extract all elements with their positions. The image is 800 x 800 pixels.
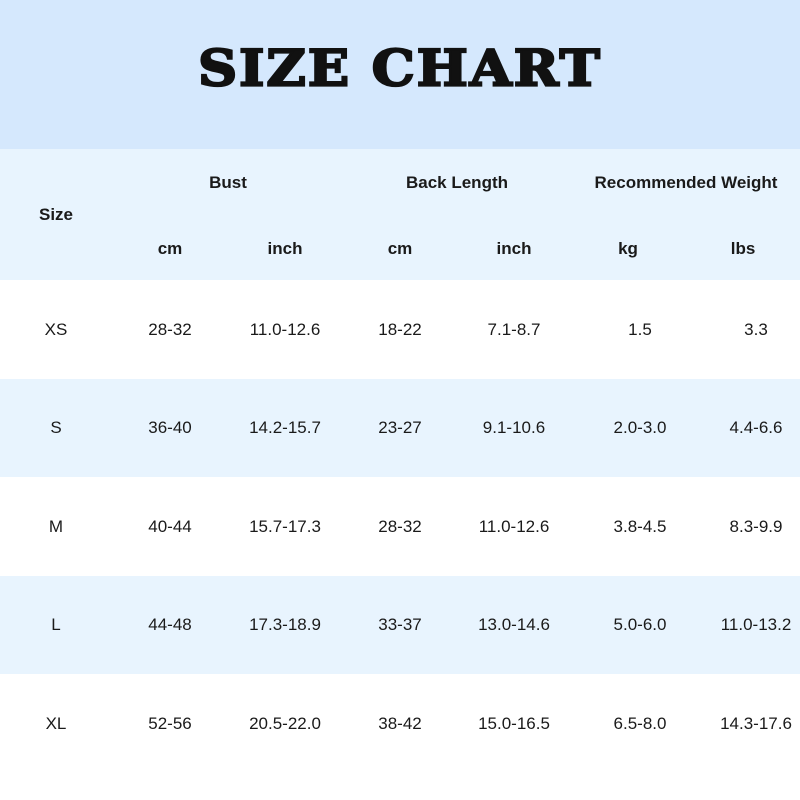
table-cell: 20.5-22.0	[249, 714, 321, 733]
page-title: SIZE CHART	[197, 37, 602, 98]
table-cell: 15.0-16.5	[478, 714, 550, 733]
table-cell: 11.0-13.2	[720, 615, 792, 634]
table-cell: 28-32	[378, 516, 422, 536]
table-row: L 44-48 17.3-18.9 33-37 13.0-14.6 5.0-6.0 11.0…	[0, 576, 800, 674]
table-cell: 3.8-4.5	[613, 516, 667, 536]
table-cell: 28-32	[148, 319, 192, 339]
title-banner: SIZE CHART	[0, 0, 800, 149]
table-cell: 33-37	[378, 615, 422, 634]
table-cell: 7.1-8.7	[487, 319, 541, 339]
header-recommended-weight: Recommended Weight	[594, 173, 778, 192]
table-cell: 17.3-18.9	[249, 615, 321, 634]
table-cell: 38-42	[378, 714, 422, 733]
header-unit: inch	[496, 239, 532, 258]
header-unit: cm	[387, 239, 413, 258]
size-label: M	[48, 516, 64, 536]
header-unit: inch	[267, 239, 303, 258]
header-back-length: Back Length	[405, 173, 509, 192]
table-header: Size Bust Back Length Recommended Weight…	[0, 149, 800, 280]
table-cell: 14.2-15.7	[249, 418, 321, 437]
table-cell: 8.3-9.9	[729, 516, 783, 536]
size-label: S	[50, 418, 62, 437]
table-row: XL 52-56 20.5-22.0 38-42 15.0-16.5 6.5-8.0 14.…	[0, 674, 800, 774]
size-label: XL	[45, 714, 67, 733]
table-cell: 2.0-3.0	[613, 418, 667, 437]
table-row: XS 28-32 11.0-12.6 18-22 7.1-8.7 1.5 3.3	[0, 280, 800, 379]
table-cell: 5.0-6.0	[613, 615, 667, 634]
table-cell: 11.0-12.6	[478, 516, 550, 536]
table-cell: 6.5-8.0	[613, 714, 667, 733]
header-unit: kg	[618, 239, 638, 258]
table-cell: 11.0-12.6	[249, 319, 321, 339]
size-label: XS	[44, 319, 68, 339]
table-cell: 44-48	[148, 615, 192, 634]
table-cell: 1.5	[628, 319, 652, 339]
header-unit: lbs	[730, 239, 756, 258]
table-cell: 23-27	[378, 418, 422, 437]
table-cell: 13.0-14.6	[478, 615, 550, 634]
table-cell: 14.3-17.6	[720, 714, 792, 733]
size-label: L	[51, 615, 61, 634]
table-cell: 3.3	[744, 319, 768, 339]
table-cell: 52-56	[148, 714, 192, 733]
table-cell: 40-44	[148, 516, 192, 536]
header-size: Size	[38, 205, 74, 224]
header-unit: cm	[157, 239, 183, 258]
table-cell: 4.4-6.6	[729, 418, 783, 437]
table-cell: 15.7-17.3	[249, 516, 321, 536]
table-row: M 40-44 15.7-17.3 28-32 11.0-12.6 3.8-4.5 8.3-…	[0, 477, 800, 576]
header-bust: Bust	[209, 173, 247, 192]
table-cell: 36-40	[148, 418, 192, 437]
table-cell: 9.1-10.6	[482, 418, 546, 437]
table-cell: 18-22	[378, 319, 422, 339]
table-row: S 36-40 14.2-15.7 23-27 9.1-10.6 2.0-3.0 4.4-6…	[0, 379, 800, 477]
